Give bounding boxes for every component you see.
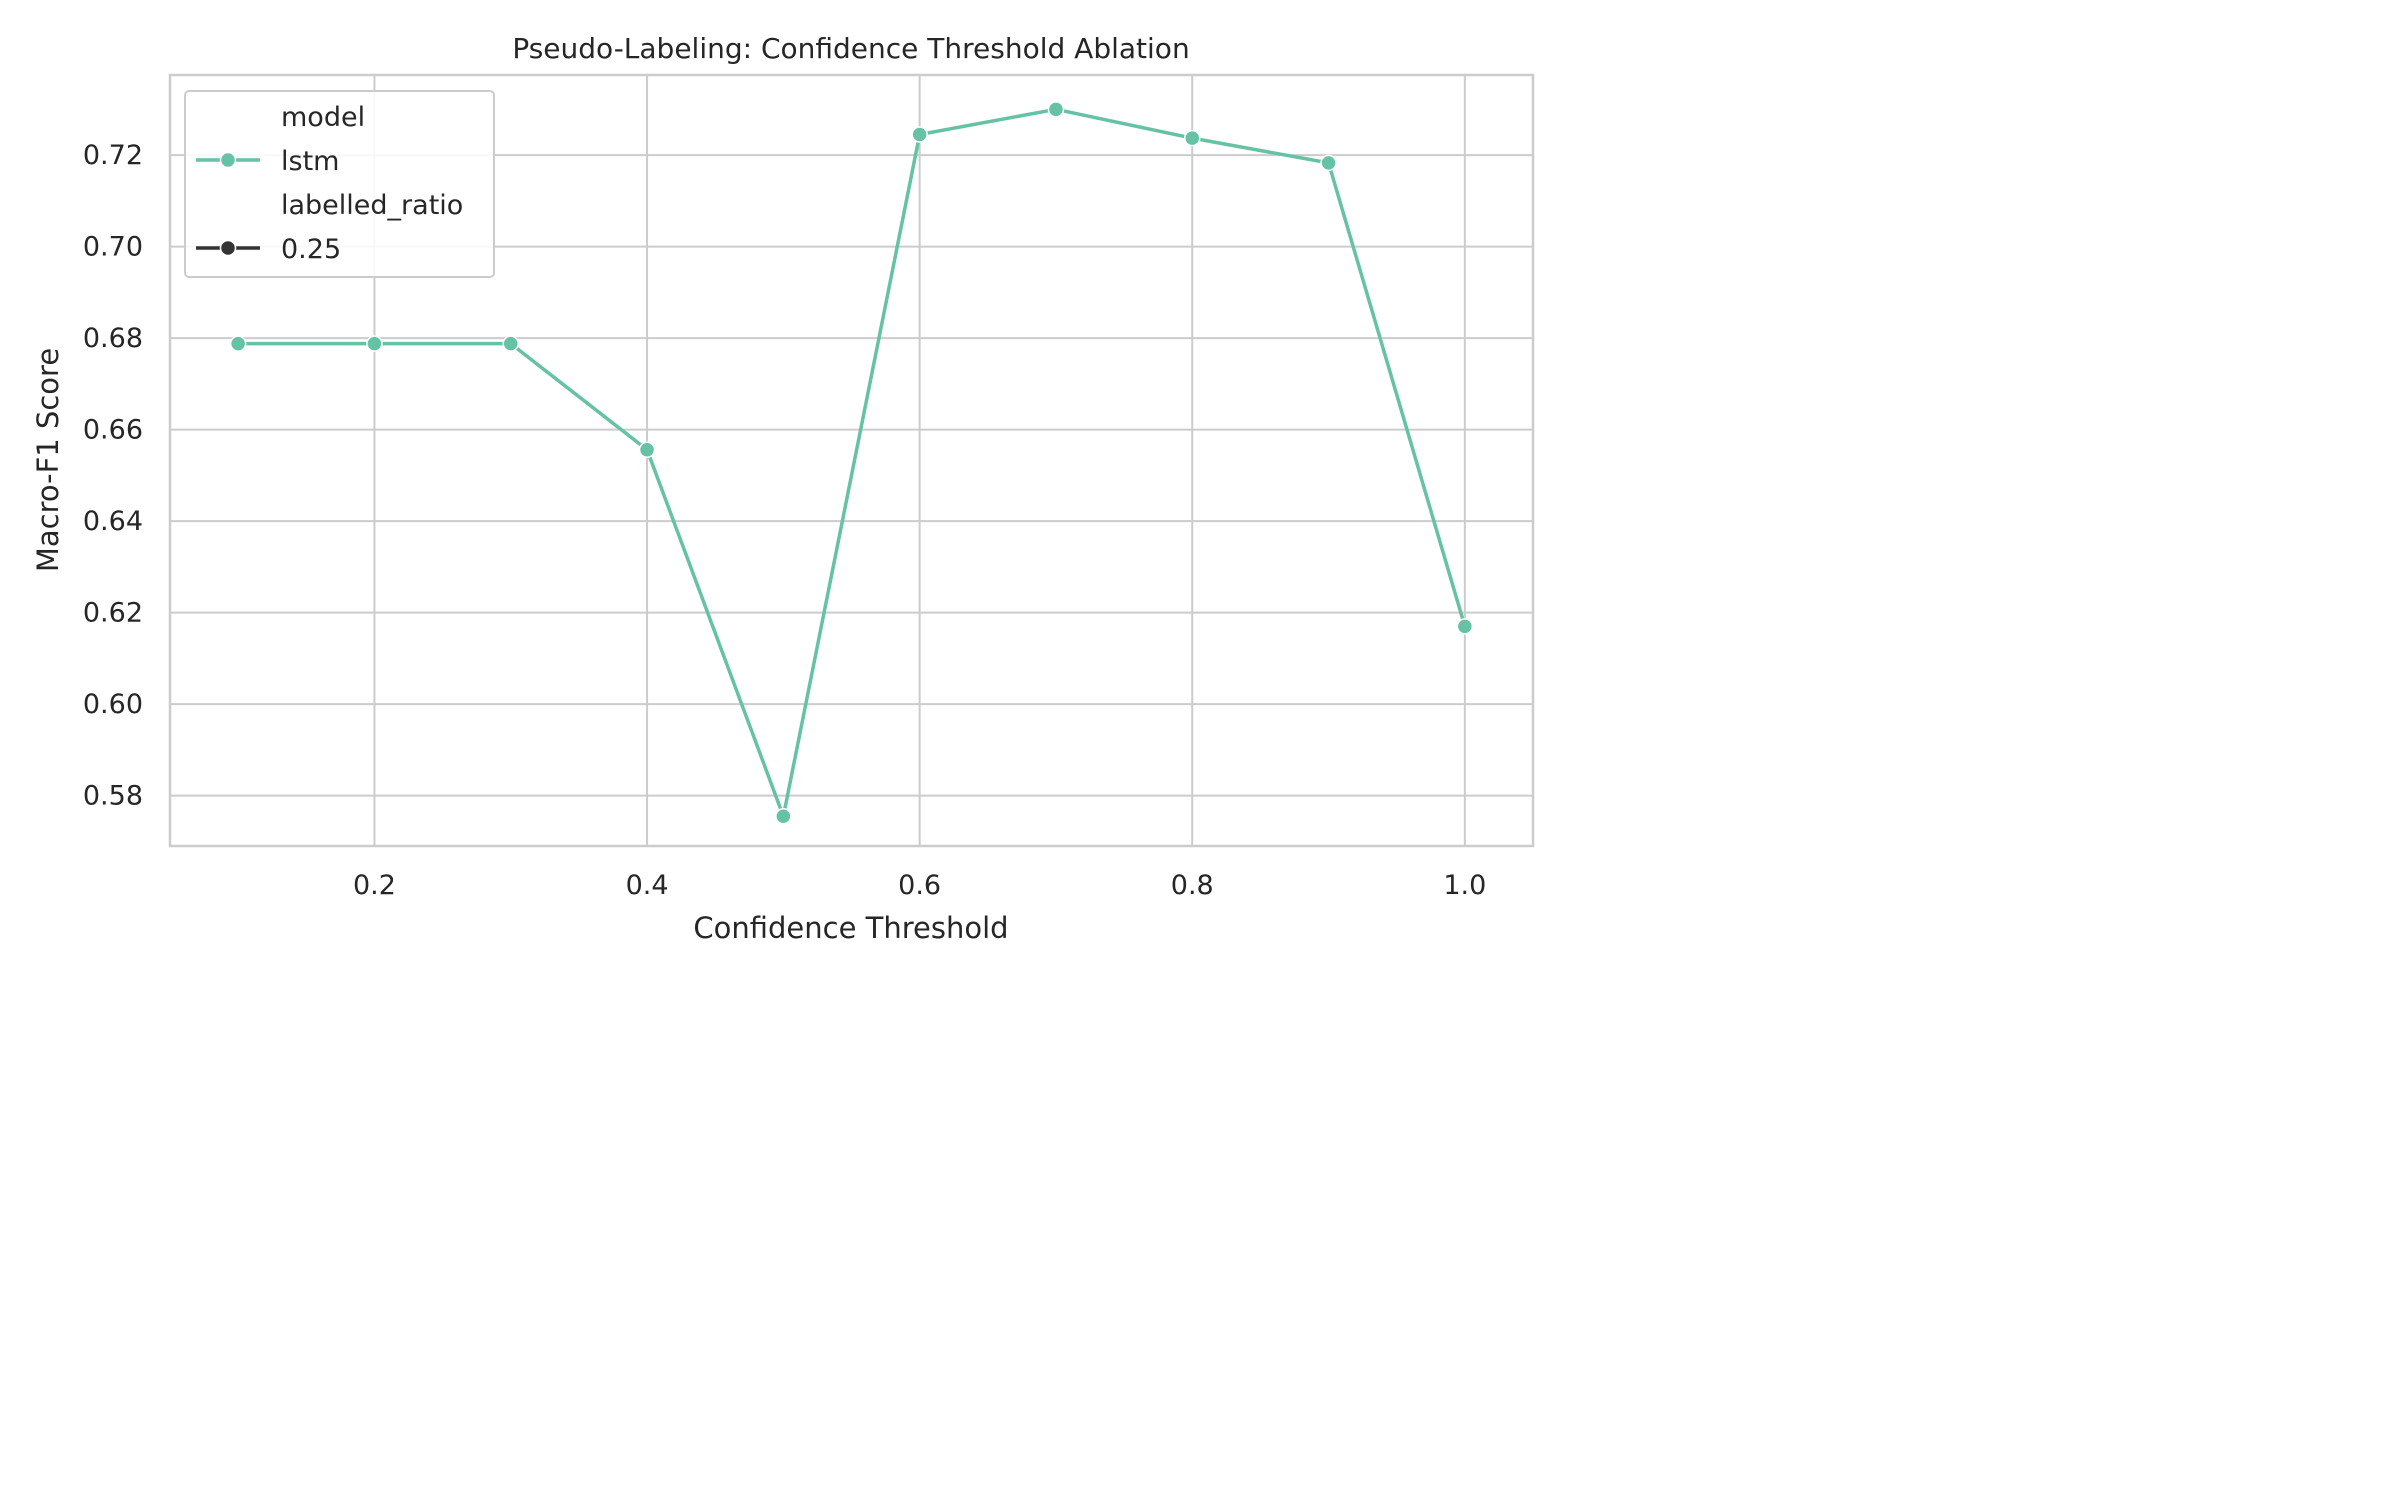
- data-point: [911, 126, 928, 143]
- grid: [170, 75, 1533, 846]
- legend: model lstm labelled_ratio 0.25: [184, 90, 495, 278]
- data-point: [638, 441, 656, 458]
- y-tick-label: 0.60: [83, 689, 143, 720]
- x-tick-label: 0.8: [1171, 870, 1214, 901]
- y-tick-label: 0.66: [83, 415, 143, 446]
- y-tick-labels: 0.58 0.60 0.62 0.64 0.66 0.68 0.70 0.72: [83, 140, 143, 812]
- y-tick-label: 0.72: [83, 140, 143, 171]
- y-axis-label: Macro-F1 Score: [31, 348, 65, 572]
- legend-lstm-marker: [219, 151, 237, 169]
- data-point: [229, 335, 247, 352]
- y-tick-label: 0.58: [83, 781, 143, 812]
- legend-hue-title: model: [281, 102, 365, 133]
- y-tick-label: 0.62: [83, 598, 143, 629]
- line-chart: 0.2 0.4 0.6 0.8 1.0 0.58 0.60 0.62 0.64 0.66 0.68…: [0, 0, 1567, 980]
- data-point: [1320, 154, 1337, 172]
- data-point: [366, 335, 383, 352]
- legend-box: [184, 90, 495, 278]
- x-tick-label: 1.0: [1443, 870, 1486, 901]
- data-point: [502, 335, 519, 352]
- plot-frame: [168, 73, 1535, 848]
- series-line-lstm: [238, 107, 1467, 819]
- legend-ratio-marker: [219, 239, 237, 257]
- legend-ratio-label: 0.25: [281, 234, 341, 265]
- x-tick-label: 0.2: [353, 870, 396, 901]
- data-point: [1184, 129, 1201, 147]
- x-tick-label: 0.6: [898, 870, 941, 901]
- chart-title: Pseudo-Labeling: Confidence Threshold Ab…: [512, 32, 1189, 65]
- legend-lstm-label: lstm: [281, 146, 339, 177]
- series-layer: [229, 101, 1474, 825]
- x-tick-label: 0.4: [626, 870, 669, 901]
- data-point: [775, 808, 792, 825]
- y-tick-label: 0.68: [83, 323, 143, 354]
- y-tick-label: 0.64: [83, 506, 143, 537]
- x-axis-label: Confidence Threshold: [693, 911, 1008, 945]
- y-tick-label: 0.70: [83, 232, 143, 263]
- data-point: [1047, 101, 1065, 118]
- data-point: [1456, 618, 1474, 635]
- legend-style-title: labelled_ratio: [281, 190, 463, 221]
- x-tick-labels: 0.2 0.4 0.6 0.8 1.0: [353, 870, 1486, 901]
